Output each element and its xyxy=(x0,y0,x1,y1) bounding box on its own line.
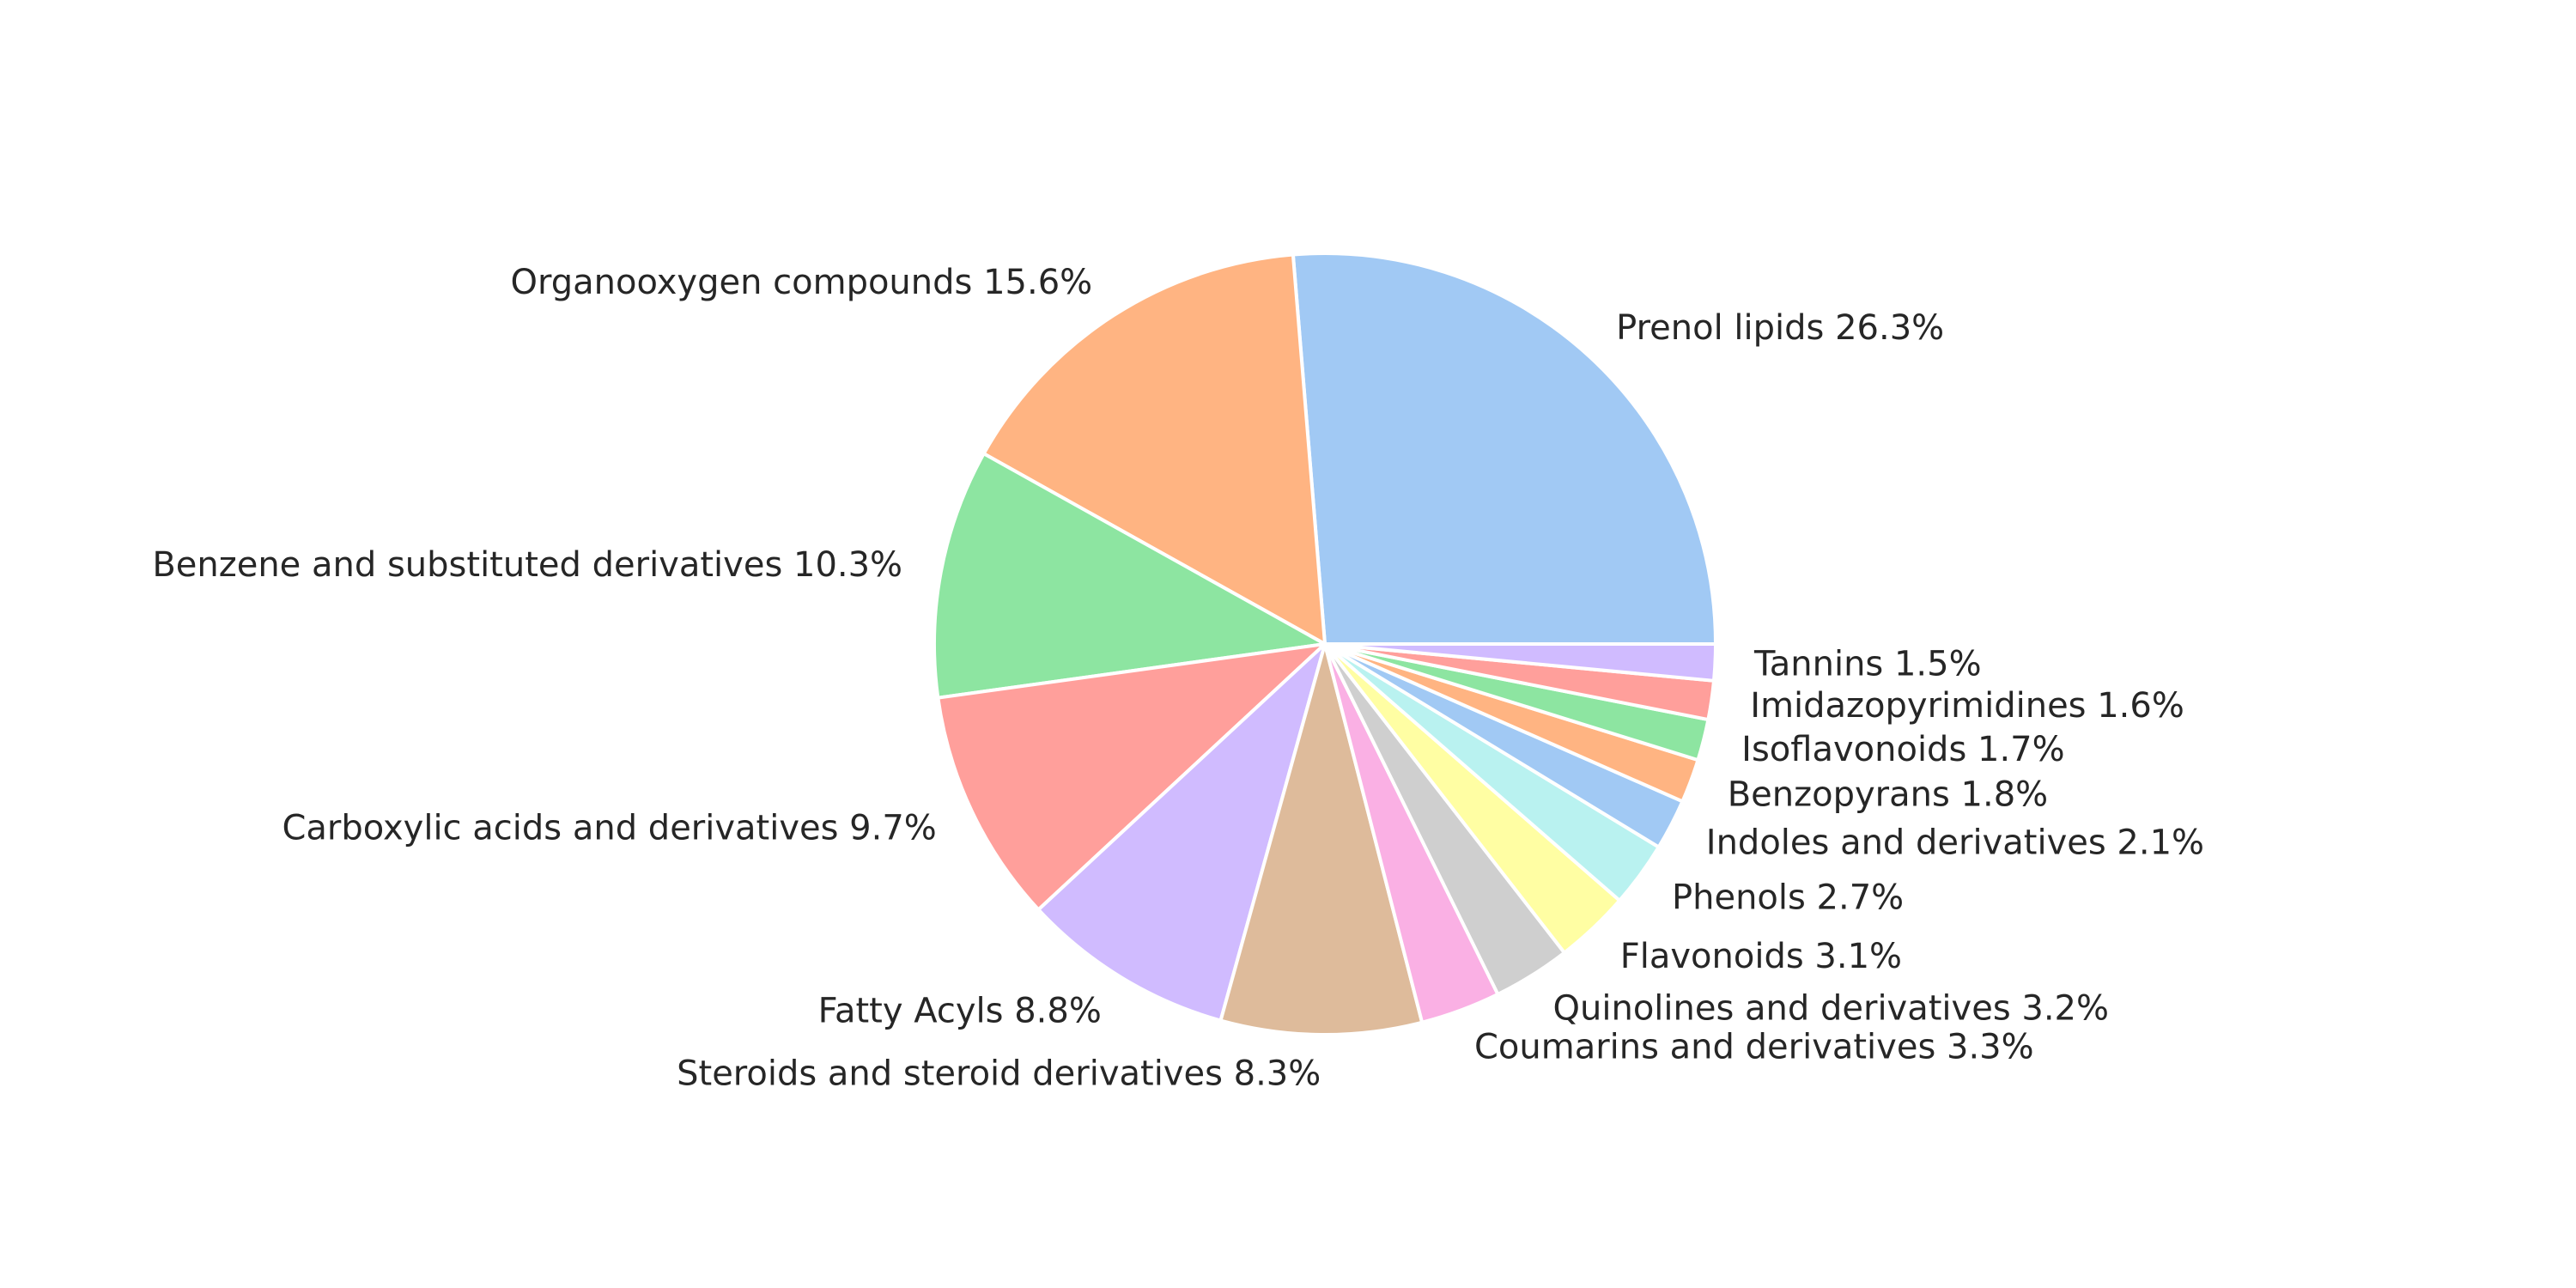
pie-label-carboxylic-acids-and-derivatives: Carboxylic acids and derivatives 9.7% xyxy=(282,809,936,848)
pie-slice-steroids-and-steroid-derivatives xyxy=(1218,642,1425,1036)
pie-slice-benzene-and-substituted-derivatives xyxy=(933,452,1327,700)
pie-slices xyxy=(933,252,1717,1036)
pie-labels: Prenol lipids 26.3% Organooxygen compound… xyxy=(152,263,2204,1093)
pie-label-prenol-lipids: Prenol lipids 26.3% xyxy=(1616,308,1944,348)
pie-label-tannins: Tannins 1.5% xyxy=(1753,645,1982,684)
pie-slice-fatty-acyls xyxy=(1036,642,1327,1023)
pie-label-benzene-and-substituted-derivatives: Benzene and substituted derivatives 10.3… xyxy=(152,545,902,585)
pie-label-benzopyrans: Benzopyrans 1.8% xyxy=(1728,775,2048,814)
pie-label-indoles-and-derivatives: Indoles and derivatives 2.1% xyxy=(1706,823,2204,862)
pie-slice-carboxylic-acids-and-derivatives xyxy=(936,642,1327,912)
pie-label-organooxygen-compounds: Organooxygen compounds 15.6% xyxy=(511,263,1093,302)
pie-label-phenols: Phenols 2.7% xyxy=(1672,878,1904,917)
pie-slice-prenol-lipids xyxy=(1291,252,1717,646)
pie-slice-tannins xyxy=(1323,642,1717,683)
pie-label-fatty-acyls: Fatty Acyls 8.8% xyxy=(818,992,1102,1031)
pie-label-imidazopyrimidines: Imidazopyrimidines 1.6% xyxy=(1750,686,2184,726)
pie-slice-organooxygen-compounds xyxy=(981,252,1327,646)
pie-label-flavonoids: Flavonoids 3.1% xyxy=(1620,937,1902,976)
pie-label-quinolines-and-derivatives: Quinolines and derivatives 3.2% xyxy=(1553,988,2109,1028)
pie-label-isoflavonoids: Isoflavonoids 1.7% xyxy=(1741,730,2064,769)
pie-label-coumarins-and-derivatives: Coumarins and derivatives 3.3% xyxy=(1474,1027,2034,1066)
pie-label-steroids-and-steroid-derivatives: Steroids and steroid derivatives 8.3% xyxy=(677,1054,1321,1093)
